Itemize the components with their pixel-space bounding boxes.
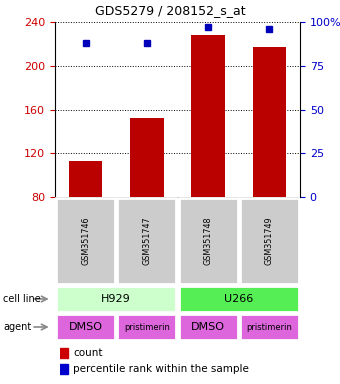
- Text: DMSO: DMSO: [191, 322, 225, 332]
- Bar: [179, 314, 238, 340]
- Bar: [60, 364, 68, 374]
- Bar: [191, 35, 225, 197]
- Bar: [56, 198, 115, 284]
- Bar: [60, 348, 68, 358]
- Bar: [118, 198, 176, 284]
- Text: GSM351749: GSM351749: [265, 217, 274, 265]
- Bar: [179, 198, 238, 284]
- Text: GDS5279 / 208152_s_at: GDS5279 / 208152_s_at: [95, 5, 245, 18]
- Bar: [56, 286, 176, 312]
- Bar: [69, 161, 102, 197]
- Text: GSM351747: GSM351747: [142, 217, 151, 265]
- Text: pristimerin: pristimerin: [124, 323, 170, 331]
- Bar: [179, 286, 299, 312]
- Text: DMSO: DMSO: [69, 322, 103, 332]
- Text: H929: H929: [101, 294, 131, 304]
- Text: GSM351748: GSM351748: [204, 217, 212, 265]
- Text: cell line: cell line: [3, 294, 41, 304]
- Bar: [240, 314, 299, 340]
- Text: agent: agent: [3, 322, 32, 332]
- Bar: [130, 118, 164, 197]
- Text: U266: U266: [224, 294, 253, 304]
- Text: count: count: [73, 348, 103, 358]
- Bar: [118, 314, 176, 340]
- Bar: [240, 198, 299, 284]
- Bar: [56, 314, 115, 340]
- Text: GSM351746: GSM351746: [81, 217, 90, 265]
- Text: percentile rank within the sample: percentile rank within the sample: [73, 364, 249, 374]
- Text: pristimerin: pristimerin: [246, 323, 292, 331]
- Bar: [253, 47, 286, 197]
